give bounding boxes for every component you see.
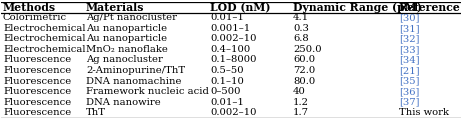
Text: Materials: Materials: [86, 2, 145, 13]
Text: Fluorescence: Fluorescence: [3, 108, 71, 117]
Text: [34]: [34]: [399, 55, 419, 64]
Text: [35]: [35]: [399, 77, 419, 86]
Text: Colorimetric: Colorimetric: [3, 13, 67, 22]
Text: [37]: [37]: [399, 98, 419, 107]
Text: 0.4–100: 0.4–100: [210, 45, 250, 54]
Text: Fluorescence: Fluorescence: [3, 98, 71, 107]
Text: Fluorescence: Fluorescence: [3, 55, 71, 64]
Text: 6.8: 6.8: [293, 34, 309, 43]
Text: DNA nanowire: DNA nanowire: [86, 98, 161, 107]
Text: 1.2: 1.2: [293, 98, 309, 107]
Text: Framework nucleic acid: Framework nucleic acid: [86, 87, 209, 96]
Text: 80.0: 80.0: [293, 77, 315, 86]
Text: 0.1–10: 0.1–10: [210, 77, 244, 86]
Text: Electrochemical: Electrochemical: [3, 45, 85, 54]
Text: Fluorescence: Fluorescence: [3, 66, 71, 75]
Text: 0.002–10: 0.002–10: [210, 34, 257, 43]
Text: Fluorescence: Fluorescence: [3, 77, 71, 86]
Text: Ag nanocluster: Ag nanocluster: [86, 55, 163, 64]
Text: [31]: [31]: [399, 24, 419, 33]
Text: Electrochemical: Electrochemical: [3, 34, 85, 43]
Text: LOD (nM): LOD (nM): [210, 2, 271, 13]
Text: 4.1: 4.1: [293, 13, 309, 22]
Text: 60.0: 60.0: [293, 55, 315, 64]
Text: 1.7: 1.7: [293, 108, 309, 117]
Text: 0.002–10: 0.002–10: [210, 108, 257, 117]
Text: ThT: ThT: [86, 108, 106, 117]
Text: [30]: [30]: [399, 13, 419, 22]
Text: [33]: [33]: [399, 45, 419, 54]
Text: 40: 40: [293, 87, 306, 96]
Text: 0.01–1: 0.01–1: [210, 13, 244, 22]
Text: 250.0: 250.0: [293, 45, 322, 54]
Text: Au nanoparticle: Au nanoparticle: [86, 24, 167, 33]
Text: Fluorescence: Fluorescence: [3, 87, 71, 96]
Text: Au nanoparticle: Au nanoparticle: [86, 34, 167, 43]
Text: DNA nanomachine: DNA nanomachine: [86, 77, 182, 86]
Text: [32]: [32]: [399, 34, 419, 43]
Text: 0.1–8000: 0.1–8000: [210, 55, 257, 64]
Text: 0–500: 0–500: [210, 87, 241, 96]
Text: Reference: Reference: [399, 2, 461, 13]
Text: Ag/Pt nanocluster: Ag/Pt nanocluster: [86, 13, 177, 22]
Text: 0.001–1: 0.001–1: [210, 24, 250, 33]
Text: 2-Aminopurine/ThT: 2-Aminopurine/ThT: [86, 66, 185, 75]
Text: 72.0: 72.0: [293, 66, 315, 75]
Text: MnO₂ nanoflake: MnO₂ nanoflake: [86, 45, 168, 54]
Text: 0.3: 0.3: [293, 24, 309, 33]
Text: [36]: [36]: [399, 87, 419, 96]
Text: Dynamic Range (pM): Dynamic Range (pM): [293, 2, 422, 13]
Text: 0.5–50: 0.5–50: [210, 66, 244, 75]
Text: Methods: Methods: [3, 2, 56, 13]
Text: [21]: [21]: [399, 66, 419, 75]
Text: This work: This work: [399, 108, 449, 117]
Text: Electrochemical: Electrochemical: [3, 24, 85, 33]
Text: 0.01–1: 0.01–1: [210, 98, 244, 107]
